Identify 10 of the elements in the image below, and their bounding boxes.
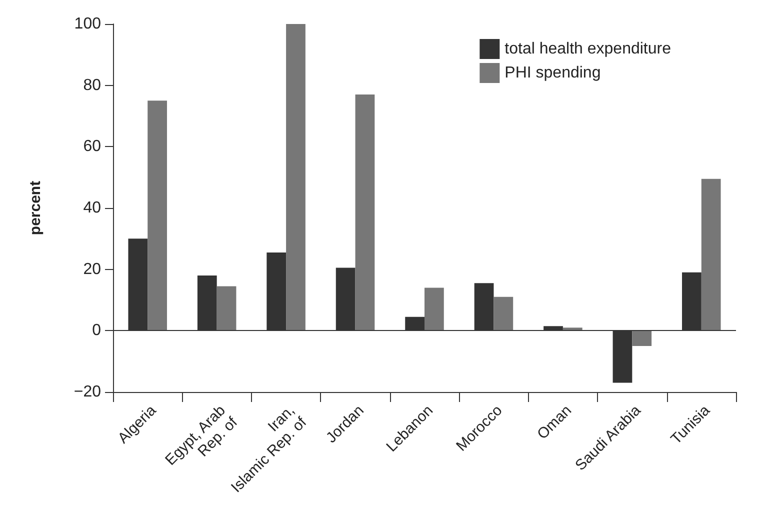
y-tick-label: 60 (83, 138, 102, 156)
y-tick-label: 40 (83, 200, 102, 216)
y-tick-label: 100 (74, 16, 102, 32)
y-axis-title: percent (27, 180, 44, 236)
y-tick-label: 0 (92, 322, 102, 340)
y-tick-label: 80 (83, 76, 102, 94)
y-tick-label: −20 (74, 384, 102, 400)
y-tick-label: 20 (83, 260, 102, 278)
legend-label: total health expenditure (504, 40, 672, 58)
legend-label: PHI spending (504, 64, 601, 82)
